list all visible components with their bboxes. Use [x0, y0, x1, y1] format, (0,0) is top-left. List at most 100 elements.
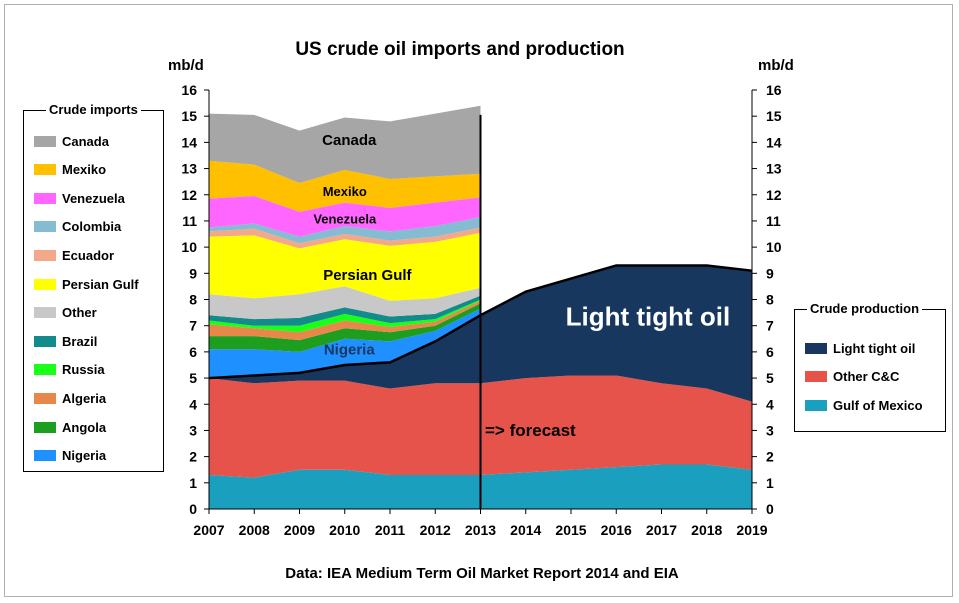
legend-imports-title: Crude imports [46, 102, 141, 117]
y-tick-label-right: 15 [766, 108, 782, 124]
y-tick-label-right: 11 [766, 213, 781, 229]
y-tick-label-left: 9 [189, 265, 197, 281]
x-tick-label: 2018 [691, 522, 722, 538]
legend-production-title: Crude production [807, 301, 923, 316]
legend-swatch [34, 192, 56, 204]
legend-label: Canada [62, 133, 109, 149]
legend-swatch [34, 278, 56, 290]
chart-lines [208, 114, 753, 509]
legend-swatch [34, 450, 56, 462]
legend-swatch [34, 164, 56, 176]
legend-imports-item-venezuela: Venezuela [34, 190, 125, 206]
legend-label: Mexiko [62, 162, 107, 178]
y-tick-label-right: 7 [766, 318, 774, 334]
y-tick-label-right: 3 [766, 422, 774, 438]
legend-swatch [34, 364, 56, 376]
legend-label: Colombia [62, 219, 122, 235]
legend-production-item-gulf-of-mexico: Gulf of Mexico [805, 397, 923, 413]
x-tick-label: 2011 [375, 522, 406, 538]
y-tick-label-right: 2 [766, 449, 774, 465]
legend-imports-item-nigeria: Nigeria [34, 448, 106, 464]
area-import-canada [209, 105, 481, 183]
legend-imports-item-angola: Angola [34, 419, 106, 435]
chart-title: US crude oil imports and production [295, 39, 624, 60]
area-import-brazil [209, 295, 481, 326]
y-tick-label-left: 10 [181, 239, 197, 255]
chart-areas [209, 105, 752, 509]
area-label-persian-gulf: Persian Gulf [323, 267, 412, 284]
legend-label: Light tight oil [833, 340, 916, 356]
area-label-venezuela: Venezuela [313, 212, 377, 227]
legend-swatch [34, 335, 56, 347]
x-tick-label: 2014 [510, 522, 541, 538]
area-label-light-tight-oil: Light tight oil [566, 302, 731, 332]
forecast-label: => forecast [485, 421, 576, 440]
area-import-colombia [209, 217, 481, 244]
legend-label: Gulf of Mexico [833, 397, 923, 413]
area-import-ecuador [209, 227, 481, 249]
y-tick-label-left: 2 [189, 449, 197, 465]
y-tick-label-left: 0 [189, 501, 197, 517]
legend-label: Other [62, 305, 97, 321]
legend-label: Brazil [62, 333, 98, 349]
y-tick-label-left: 13 [181, 161, 197, 177]
legend-label: Persian Gulf [62, 276, 139, 292]
y-axis-label-left: mb/d [168, 57, 204, 74]
legend-swatch [805, 371, 827, 382]
x-tick-label: 2015 [555, 522, 586, 538]
area-label-mexiko: Mexiko [323, 184, 367, 199]
y-tick-label-right: 5 [766, 370, 774, 386]
legend-production: Crude production Light tight oil Other C&… [794, 301, 946, 432]
y-tick-label-right: 9 [766, 265, 774, 281]
chart-labels: Canada Mexiko Venezuela Persian Gulf Nigeria… [313, 132, 730, 359]
y-tick-label-right: 8 [766, 292, 774, 308]
x-tick-label: 2012 [420, 522, 451, 538]
legend-label: Ecuador [62, 247, 115, 263]
y-tick-label-right: 14 [766, 134, 782, 150]
legend-swatch [34, 307, 56, 319]
area-import-russia [209, 299, 481, 333]
legend-label: Venezuela [62, 190, 125, 206]
area-import-angola [209, 303, 481, 352]
y-tick-label-right: 10 [766, 239, 782, 255]
source-note: Data: IEA Medium Term Oil Market Report … [285, 565, 679, 582]
y-tick-label-right: 0 [766, 501, 774, 517]
area-import-mexiko [209, 160, 481, 212]
y-tick-label-right: 16 [766, 82, 782, 98]
legend-swatch [805, 342, 827, 354]
x-tick-label: 2016 [601, 522, 632, 538]
y-tick-label-left: 14 [181, 134, 197, 150]
y-tick-label-right: 6 [766, 344, 774, 360]
legend-imports-item-brazil: Brazil [34, 333, 97, 349]
y-tick-label-left: 6 [189, 344, 197, 360]
y-tick-label-left: 15 [181, 108, 197, 124]
legend-swatch [34, 221, 56, 233]
legend-swatch [34, 392, 56, 404]
x-tick-label: 2009 [284, 522, 315, 538]
y-tick-label-left: 4 [189, 396, 197, 412]
y-tick-label-left: 12 [181, 187, 197, 203]
area-import-other [209, 286, 481, 320]
legend-label: Angola [62, 419, 107, 435]
x-tick-label: 2008 [239, 522, 270, 538]
y-tick-label-left: 7 [189, 318, 197, 334]
legend-imports: Crude imports Canada Mexiko Venezuela Colom… [23, 102, 164, 472]
y-tick-label-right: 1 [766, 475, 774, 491]
legend-swatch [34, 249, 56, 261]
legend-imports-item-russia: Russia [34, 362, 105, 378]
y-tick-label-left: 8 [189, 292, 197, 308]
y-tick-label-left: 1 [189, 475, 197, 491]
y-tick-label-right: 12 [766, 187, 782, 203]
area-label-nigeria: Nigeria [324, 341, 376, 358]
legend-swatch [34, 135, 56, 147]
y-tick-label-right: 13 [766, 161, 782, 177]
legend-imports-item-persian-gulf: Persian Gulf [34, 276, 139, 292]
x-tick-label: 2010 [329, 522, 360, 538]
legend-imports-item-mexiko: Mexiko [34, 162, 106, 178]
y-tick-label-right: 4 [766, 396, 774, 412]
legend-imports-item-canada: Canada [34, 133, 109, 149]
y-axis-label-right: mb/d [758, 57, 794, 74]
legend-label: Algeria [62, 390, 107, 406]
legend-swatch [805, 399, 827, 411]
